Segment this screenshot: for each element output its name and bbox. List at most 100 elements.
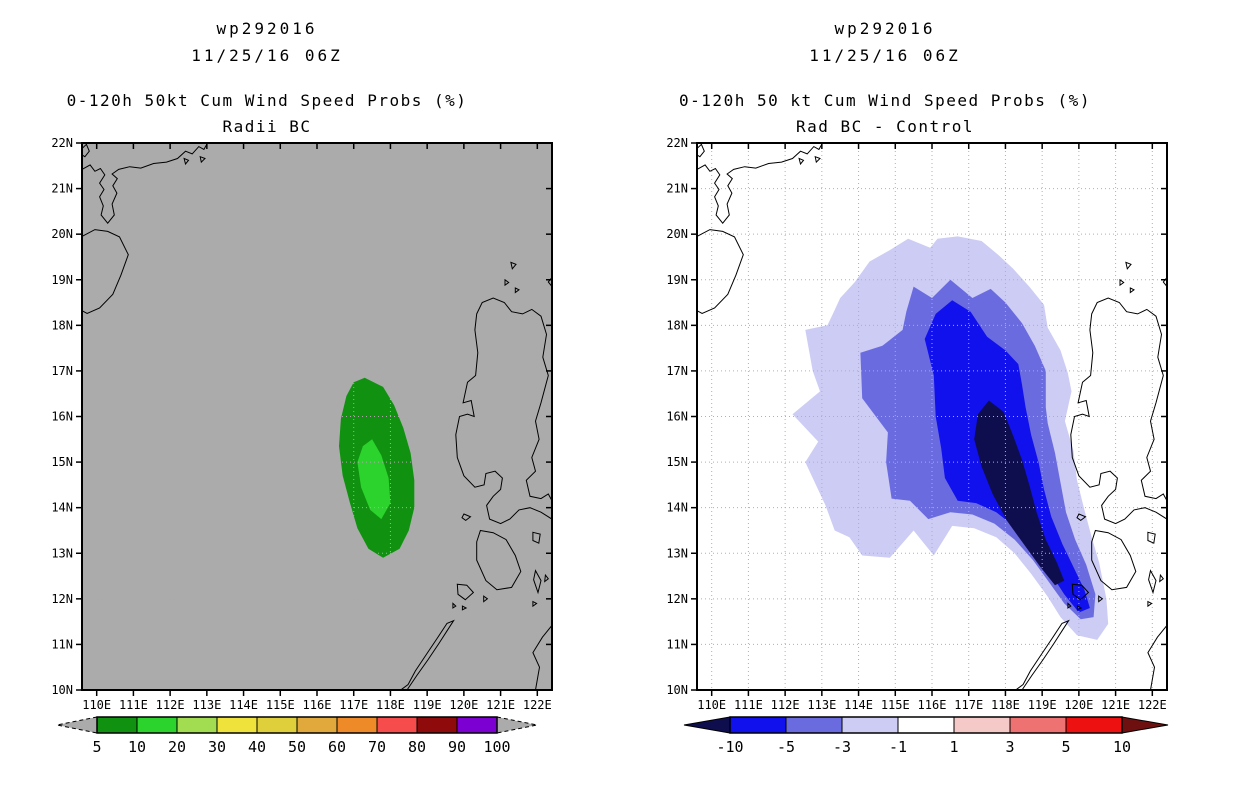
lat-tick-label: 10N: [51, 683, 73, 697]
contour-level-10: [357, 439, 391, 520]
colorbar-label: 1: [949, 738, 958, 756]
lon-tick-label: 120E: [1064, 698, 1093, 712]
chart-title: 0-120h 50kt Cum Wind Speed Probs (%): [66, 91, 468, 110]
colorbar-label: -10: [716, 738, 743, 756]
axes: 110E 111E 112E 113E 114E 115E 116E 117E 118E 119E…: [51, 136, 552, 712]
lon-tick-label: 110E: [82, 698, 111, 712]
lat-tick-label: 18N: [51, 318, 73, 332]
colorbar-label: 10: [128, 738, 146, 756]
init-datetime: 11/25/16 06Z: [809, 46, 961, 65]
lat-tick-label: 14N: [666, 501, 688, 515]
lon-tick-label: 119E: [413, 698, 442, 712]
lon-tick-label: 113E: [192, 698, 221, 712]
lon-tick-label: 117E: [954, 698, 983, 712]
lon-tick-label: 119E: [1028, 698, 1057, 712]
lon-tick-label: 114E: [844, 698, 873, 712]
lon-tick-label: 122E: [523, 698, 552, 712]
colorbar-segment: [842, 717, 898, 733]
lon-tick-label: 115E: [266, 698, 295, 712]
panel-header: wp292016 11/25/16 06Z: [32, 15, 502, 69]
colorbar-label: 10: [1113, 738, 1131, 756]
coastlines: [82, 143, 552, 690]
lon-tick-label: 122E: [1138, 698, 1167, 712]
lon-tick-label: 111E: [119, 698, 148, 712]
lat-tick-label: 13N: [666, 546, 688, 560]
lon-tick-label: 112E: [771, 698, 800, 712]
lon-tick-label: 115E: [881, 698, 910, 712]
colorbar-segment: [177, 717, 217, 733]
lat-tick-label: 21N: [51, 182, 73, 196]
lat-tick-label: 13N: [51, 546, 73, 560]
lon-tick-label: 111E: [734, 698, 763, 712]
colorbar-segment: [257, 717, 297, 733]
lat-tick-label: 17N: [51, 364, 73, 378]
colorbar-label: 3: [1005, 738, 1014, 756]
lat-tick-label: 19N: [666, 273, 688, 287]
chart-title: 0-120h 50 kt Cum Wind Speed Probs (%): [679, 91, 1091, 110]
lat-tick-label: 19N: [51, 273, 73, 287]
colorbar-over-arrow: [1121, 716, 1169, 734]
lat-tick-label: 16N: [51, 410, 73, 424]
panel-subtitle: 0-120h 50kt Cum Wind Speed Probs (%) Rad…: [32, 88, 502, 140]
colorbar-label: 20: [168, 738, 186, 756]
chart-variant: Rad BC - Control: [795, 117, 975, 136]
lon-tick-label: 113E: [807, 698, 836, 712]
lon-tick-label: 112E: [156, 698, 185, 712]
colorbar-label: 30: [208, 738, 226, 756]
lon-tick-label: 110E: [697, 698, 726, 712]
lat-tick-label: 21N: [666, 182, 688, 196]
lon-tick-label: 121E: [486, 698, 515, 712]
probability-map-radii-bc: 110E 111E 112E 113E 114E 115E 116E 117E 118E 119E…: [51, 136, 553, 756]
storm-id: wp292016: [834, 19, 936, 38]
axes: 110E 111E 112E 113E 114E 115E 116E 117E 118E 119E…: [666, 136, 1167, 712]
colorbar-label: 50: [288, 738, 306, 756]
lat-tick-label: 22N: [51, 136, 73, 150]
colorbar-over-arrow: [496, 716, 538, 734]
panel-rad-bc-minus-control: wp292016 11/25/16 06Z 0-120h 50 kt Cum W…: [618, 0, 1236, 800]
lat-tick-label: 11N: [51, 637, 73, 651]
map-area: [81, 142, 553, 691]
lon-tick-label: 114E: [229, 698, 258, 712]
lat-tick-label: 16N: [666, 410, 688, 424]
probability-difference-map: 110E 111E 112E 113E 114E 115E 116E 117E 118E 119E…: [666, 136, 1169, 756]
init-datetime: 11/25/16 06Z: [191, 46, 343, 65]
contour-fills: [339, 377, 415, 558]
colorbar-segment: [730, 717, 786, 733]
colorbar-label: 60: [328, 738, 346, 756]
colorbar-segment: [1010, 717, 1066, 733]
lon-tick-label: 116E: [303, 698, 332, 712]
lon-tick-label: 118E: [376, 698, 405, 712]
colorbar-label: 5: [1061, 738, 1070, 756]
colorbar-segment: [337, 717, 377, 733]
colorbar-label: -3: [833, 738, 851, 756]
colorbar: -10 -5 -3 -1 1 3 5 10: [683, 716, 1169, 756]
lat-tick-label: 12N: [666, 592, 688, 606]
colorbar-segment: [297, 717, 337, 733]
colorbar-segment: [97, 717, 137, 733]
colorbar-segment: [417, 717, 457, 733]
coastlines: [697, 143, 1167, 690]
colorbar-under-arrow: [56, 716, 98, 734]
colorbar-label: 5: [92, 738, 101, 756]
colorbar-label: 70: [368, 738, 386, 756]
panel-subtitle: 0-120h 50 kt Cum Wind Speed Probs (%) Ra…: [650, 88, 1120, 140]
contour-fills: [792, 236, 1109, 640]
lat-tick-label: 20N: [666, 227, 688, 241]
lat-tick-label: 18N: [666, 318, 688, 332]
lon-tick-label: 120E: [449, 698, 478, 712]
lat-tick-label: 20N: [51, 227, 73, 241]
lat-tick-label: 14N: [51, 501, 73, 515]
lat-tick-label: 10N: [666, 683, 688, 697]
lat-tick-label: 11N: [666, 637, 688, 651]
colorbar-label: 100: [483, 738, 510, 756]
colorbar-label: 80: [408, 738, 426, 756]
colorbar-label: -5: [777, 738, 795, 756]
lat-tick-label: 17N: [666, 364, 688, 378]
colorbar: 5 10 20 30 40 50 60 70 80 90 100: [56, 716, 538, 756]
lat-tick-label: 15N: [666, 455, 688, 469]
lon-tick-label: 116E: [918, 698, 947, 712]
map-area: [696, 142, 1168, 691]
colorbar-label: 40: [248, 738, 266, 756]
colorbar-segment: [137, 717, 177, 733]
